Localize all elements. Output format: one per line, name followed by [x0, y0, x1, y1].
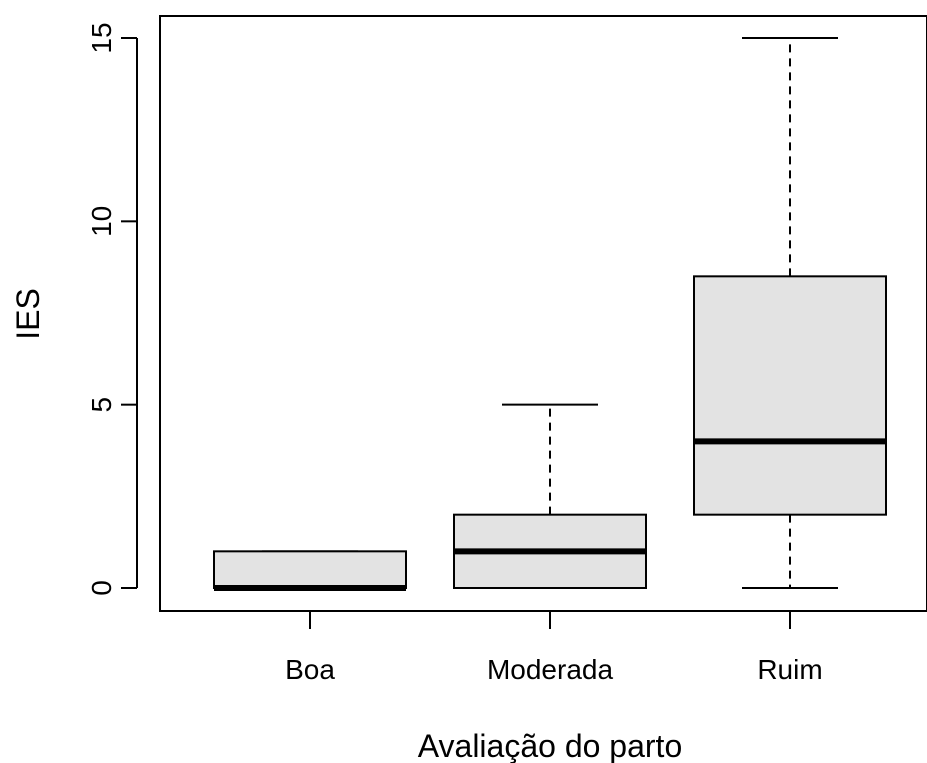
- iqr-box: [693, 275, 887, 516]
- x-tick-label: Boa: [285, 654, 335, 685]
- x-axis: Boa Moderada Ruim: [285, 610, 823, 685]
- box-moderada: [453, 403, 647, 590]
- box-ruim: [693, 37, 887, 589]
- y-tick-label: 10: [86, 206, 117, 237]
- y-tick-label: 0: [86, 580, 117, 596]
- x-tick-label: Ruim: [757, 654, 822, 685]
- y-axis: 0 5 10 15: [86, 22, 138, 596]
- y-axis-label: IES: [10, 288, 46, 340]
- x-axis-label: Avaliação do parto: [418, 728, 682, 763]
- x-tick-label: Moderada: [487, 654, 614, 685]
- boxes: [213, 37, 887, 591]
- y-tick-label: 5: [86, 397, 117, 413]
- box-boa: [213, 550, 407, 591]
- y-tick-label: 15: [86, 22, 117, 53]
- iqr-box: [213, 550, 407, 589]
